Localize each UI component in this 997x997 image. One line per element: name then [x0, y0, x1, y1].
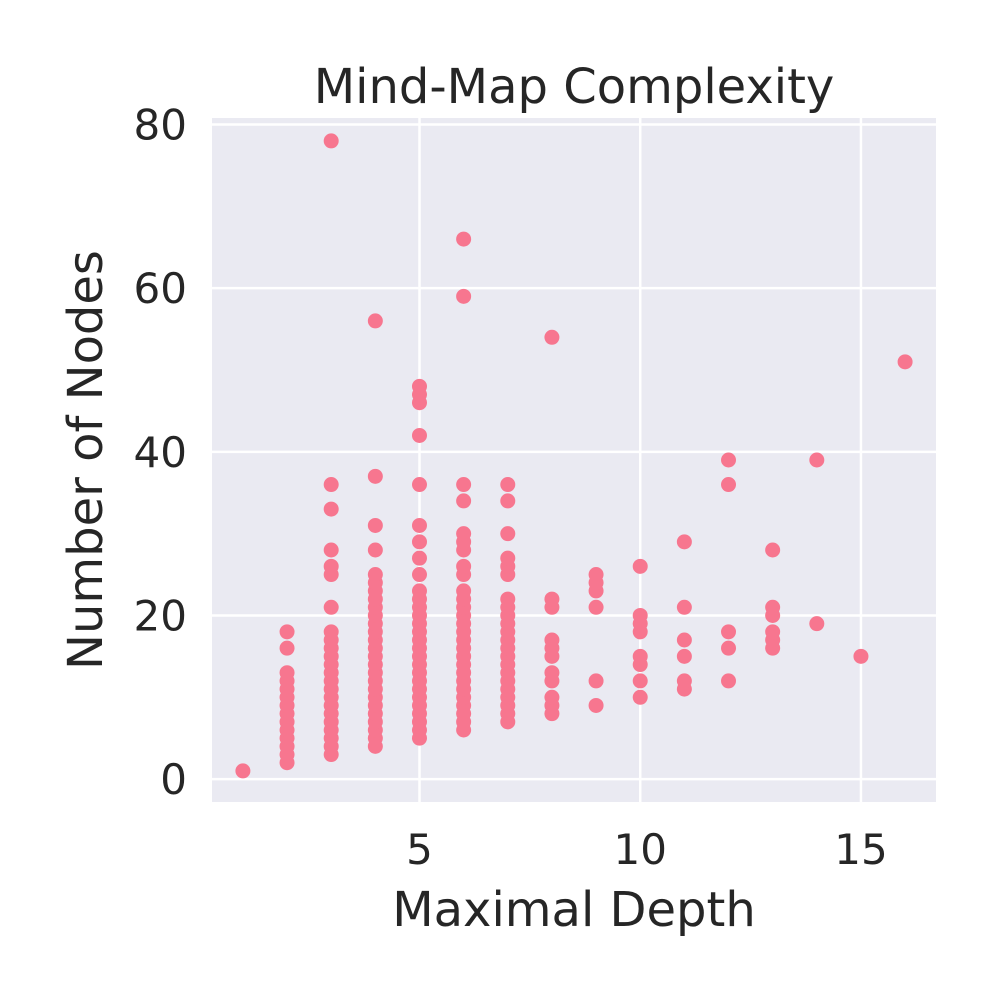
- data-point: [323, 477, 339, 493]
- data-point: [323, 599, 339, 615]
- data-point: [367, 313, 383, 329]
- data-point: [367, 542, 383, 558]
- data-point: [500, 477, 516, 493]
- data-point: [544, 632, 560, 648]
- grid-lines: [212, 118, 936, 802]
- data-point: [721, 452, 737, 468]
- chart-title: Mind-Map Complexity: [314, 59, 835, 115]
- data-point: [632, 648, 648, 664]
- data-point: [279, 640, 295, 656]
- data-point: [721, 640, 737, 656]
- data-point: [676, 673, 692, 689]
- plot-background: [212, 118, 936, 802]
- data-point: [411, 427, 427, 443]
- data-point: [721, 624, 737, 640]
- data-point: [588, 599, 604, 615]
- data-point: [676, 534, 692, 550]
- data-point: [632, 689, 648, 705]
- data-point: [853, 648, 869, 664]
- data-point: [765, 624, 781, 640]
- data-point: [809, 452, 825, 468]
- data-point: [411, 477, 427, 493]
- x-tick-label: 15: [834, 825, 887, 874]
- data-point: [456, 288, 472, 304]
- y-tick-label: 80: [134, 101, 187, 150]
- data-point: [676, 648, 692, 664]
- y-tick-labels: 0 20 40 60 80: [134, 101, 187, 805]
- data-point: [544, 329, 560, 345]
- data-point: [588, 567, 604, 583]
- data-point: [676, 632, 692, 648]
- data-point: [500, 493, 516, 509]
- data-point: [544, 591, 560, 607]
- data-point: [676, 599, 692, 615]
- data-point: [279, 665, 295, 681]
- data-point: [765, 599, 781, 615]
- data-point: [411, 517, 427, 533]
- data-point: [721, 673, 737, 689]
- y-axis-label: Number of Nodes: [58, 250, 114, 670]
- data-point: [323, 624, 339, 640]
- data-point: [632, 673, 648, 689]
- data-point: [235, 763, 251, 779]
- data-point: [632, 607, 648, 623]
- data-point: [500, 550, 516, 566]
- data-point: [323, 133, 339, 149]
- data-point: [367, 517, 383, 533]
- data-point: [809, 616, 825, 632]
- data-point: [588, 673, 604, 689]
- data-point: [544, 665, 560, 681]
- data-point: [456, 583, 472, 599]
- data-point: [500, 526, 516, 542]
- x-tick-label: 5: [406, 825, 433, 874]
- x-tick-label: 10: [613, 825, 666, 874]
- y-tick-label: 40: [134, 428, 187, 477]
- data-point: [411, 583, 427, 599]
- data-point: [279, 624, 295, 640]
- x-axis-label: Maximal Depth: [392, 882, 756, 938]
- data-point: [411, 378, 427, 394]
- data-point: [897, 354, 913, 370]
- data-point: [456, 231, 472, 247]
- data-point: [765, 542, 781, 558]
- y-tick-label: 20: [134, 591, 187, 640]
- data-point: [456, 526, 472, 542]
- data-point: [411, 567, 427, 583]
- data-point: [721, 477, 737, 493]
- y-tick-label: 0: [160, 755, 187, 804]
- data-point: [456, 493, 472, 509]
- x-tick-labels: 5 10 15: [406, 825, 888, 874]
- data-point: [411, 550, 427, 566]
- data-point: [456, 477, 472, 493]
- data-point: [323, 558, 339, 574]
- data-point: [456, 558, 472, 574]
- y-tick-label: 60: [134, 264, 187, 313]
- data-point: [500, 591, 516, 607]
- data-point: [544, 689, 560, 705]
- data-point: [323, 501, 339, 517]
- data-point: [367, 567, 383, 583]
- data-point: [323, 542, 339, 558]
- data-point: [411, 534, 427, 550]
- data-point: [367, 468, 383, 484]
- data-points: [235, 133, 913, 779]
- data-point: [588, 697, 604, 713]
- data-point: [632, 558, 648, 574]
